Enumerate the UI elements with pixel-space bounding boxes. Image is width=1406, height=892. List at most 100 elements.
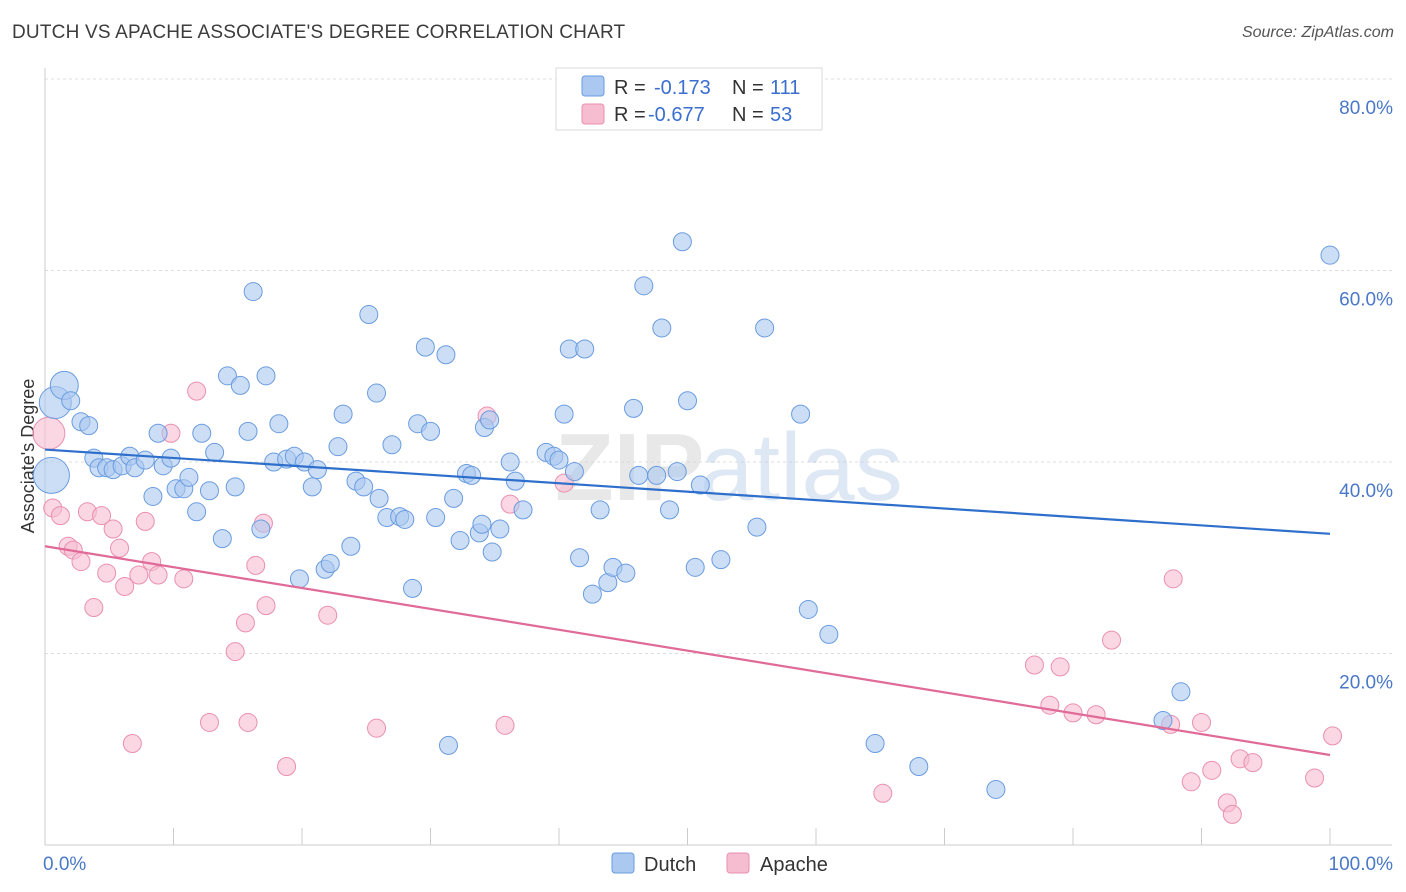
series-legend: Dutch Apache: [611, 852, 828, 876]
apache-point-8: [92, 506, 112, 526]
dutch-point-32: [256, 366, 276, 386]
apache-point-22: [225, 642, 245, 662]
dutch-point-91: [660, 500, 680, 520]
dutch-point-107: [1171, 682, 1191, 702]
legend-n-label-dutch: N =: [732, 77, 764, 99]
dutch-point-31: [251, 519, 271, 539]
dutch-point-110: [472, 514, 492, 534]
apache-point-10: [103, 519, 123, 539]
dutch-point-61: [444, 488, 464, 508]
dutch-point-49: [367, 383, 387, 403]
dutch-point-58: [421, 421, 440, 441]
dutch-point-3: [61, 391, 81, 411]
dutch-point-24: [205, 442, 225, 462]
dutch-trend-line: [44, 448, 1331, 535]
apache-point-20: [187, 381, 207, 401]
legend-r-label-apache: R =: [614, 104, 646, 126]
dutch-point-28: [230, 375, 250, 395]
y-tick-label-0: 20.0%: [1339, 673, 1393, 694]
legend-n-value-apache: 53: [770, 104, 792, 126]
trend-lines: [44, 448, 1331, 757]
legend-n-value-dutch: 111: [770, 77, 800, 99]
dutch-point-5: [79, 416, 99, 436]
dutch-point-79: [570, 548, 590, 568]
apache-point-45: [1192, 712, 1211, 732]
apache-point-9: [97, 563, 117, 583]
tick-labels: 20.0% 40.0% 60.0% 80.0% 0.0% 100.0%: [43, 98, 1393, 875]
dutch-point-70: [500, 452, 520, 472]
apache-point-40: [1086, 705, 1106, 725]
dutch-point-75: [549, 450, 569, 470]
legend-n-label-apache: N =: [732, 104, 764, 126]
apache-point-29: [318, 605, 338, 625]
y-tick-label-2: 60.0%: [1339, 290, 1393, 311]
dutch-point-15: [148, 423, 168, 443]
dutch-point-55: [403, 578, 423, 598]
dutch-point-27: [225, 477, 245, 497]
dutch-point-62: [450, 531, 470, 551]
dutch-point-68: [482, 542, 502, 562]
watermark: ZIP atlas: [555, 414, 903, 521]
apache-point-23: [235, 613, 255, 633]
dutch-point-40: [307, 460, 327, 480]
dutch-point-109: [438, 735, 458, 755]
dutch-point-94: [678, 391, 697, 411]
dutch-point-44: [333, 404, 353, 424]
apache-point-35: [873, 783, 893, 803]
dutch-point-76: [554, 404, 574, 424]
dutch-point-45: [341, 536, 361, 556]
axes: [44, 68, 1392, 846]
dutch-point-42: [320, 553, 340, 573]
apache-point-17: [148, 565, 168, 585]
apache-point-5: [71, 552, 91, 572]
apache-point-15: [135, 511, 155, 531]
dutch-point-80: [575, 339, 595, 359]
dutch-point-60: [436, 345, 456, 365]
apache-point-14: [129, 565, 149, 585]
series-legend-swatch-apache: [726, 852, 750, 874]
dutch-point-0: [32, 456, 70, 494]
legend-box: R = -0.173 N = 111 R = -0.677 N = 53: [555, 67, 823, 131]
dutch-point-88: [634, 276, 654, 296]
apache-point-32: [495, 715, 515, 735]
apache-point-50: [1243, 753, 1263, 773]
dutch-point-54: [395, 509, 415, 529]
x-tick-label-0: 0.0%: [43, 854, 86, 875]
dutch-point-52: [382, 435, 402, 455]
apache-point-48: [1222, 804, 1242, 824]
dutch-point-95: [685, 557, 705, 577]
dutch-point-47: [354, 477, 374, 497]
apache-point-12: [115, 576, 135, 596]
dutch-point-108: [1320, 245, 1340, 265]
apache-point-13: [122, 734, 142, 754]
dutch-point-30: [243, 282, 263, 302]
apache-point-0: [32, 416, 66, 450]
legend-swatch-dutch: [581, 75, 605, 97]
dutch-point-92: [667, 462, 687, 482]
watermark-atlas: atlas: [700, 414, 903, 521]
dutch-point-67: [480, 410, 500, 430]
dutch-point-104: [909, 756, 929, 776]
dutch-point-57: [415, 337, 435, 357]
dutch-point-105: [986, 779, 1006, 799]
apache-point-38: [1050, 657, 1070, 677]
dutch-point-99: [755, 318, 775, 338]
apache-point-27: [256, 596, 276, 616]
dutch-point-39: [302, 477, 322, 497]
y-tick-label-1: 40.0%: [1339, 481, 1393, 502]
apache-point-7: [84, 598, 104, 618]
apache-point-41: [1102, 630, 1122, 650]
dutch-point-93: [672, 232, 692, 252]
dutch-point-21: [187, 502, 207, 522]
dutch-point-72: [513, 500, 533, 520]
dutch-point-103: [865, 734, 885, 754]
apache-point-28: [277, 756, 297, 776]
apache-point-11: [110, 538, 130, 558]
apache-point-46: [1202, 760, 1222, 780]
dutch-point-43: [328, 437, 348, 457]
dutch-point-86: [624, 398, 644, 418]
y-tick-label-3: 80.0%: [1339, 98, 1393, 119]
dutch-point-34: [269, 414, 289, 434]
apache-point-21: [199, 712, 219, 732]
